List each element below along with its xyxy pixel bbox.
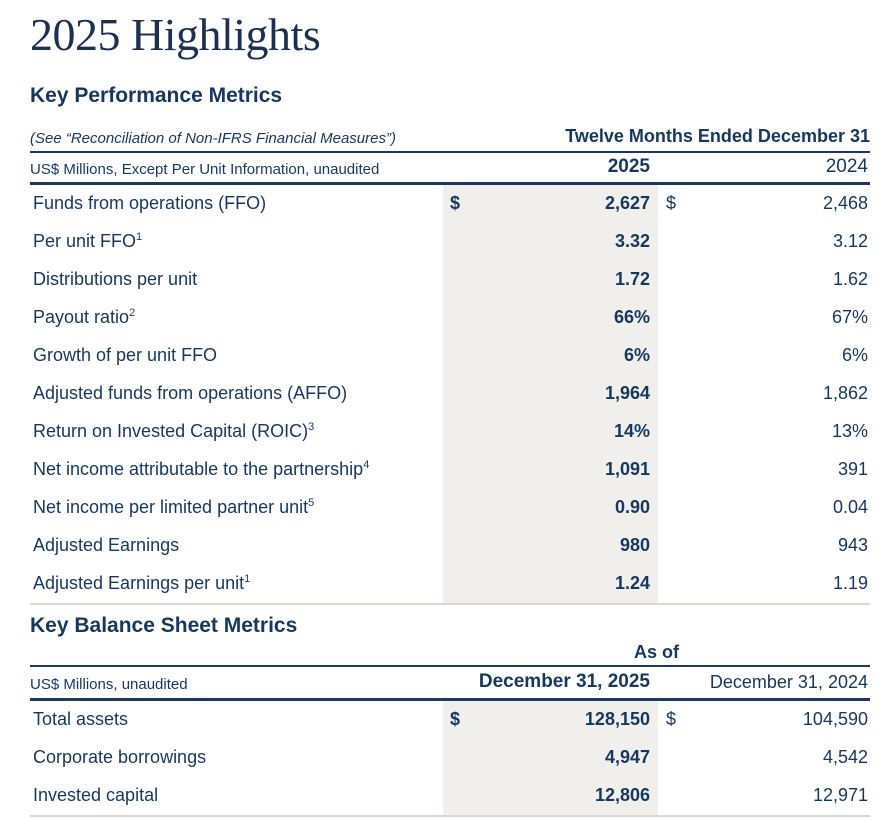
metric-label: Net income attributable to the partnersh… (33, 459, 370, 480)
metric-label: Invested capital (33, 785, 159, 806)
value-2025: 1,964 (443, 374, 658, 413)
value-2024: 1.19 (832, 573, 868, 594)
table-row: Total assets $128,150 $104,590 (30, 700, 870, 739)
currency-symbol: $ (666, 709, 677, 730)
value-2025: $128,150 (443, 700, 658, 739)
metric-label: Funds from operations (FFO) (33, 193, 267, 214)
metric-label: Net income per limited partner unit5 (33, 497, 315, 518)
value-2025: 0.90 (443, 488, 658, 527)
table-row: Return on Invested Capital (ROIC)3 14% 1… (30, 412, 870, 451)
table-header-row: (See “Reconciliation of Non-IFRS Financi… (30, 125, 870, 153)
metric-label: Total assets (33, 709, 129, 730)
report-page: 2025 Highlights Key Performance Metrics … (0, 9, 880, 817)
value-2025: 14% (443, 412, 658, 451)
table-row: Growth of per unit FFO 6% 6% (30, 336, 870, 375)
currency-symbol: $ (666, 193, 677, 214)
value-2024: $104,590 (666, 709, 868, 730)
currency-symbol: $ (450, 709, 461, 730)
column-header-2025: 2025 (607, 155, 650, 177)
value-2025: 12,806 (443, 776, 658, 815)
table-subheader-row: US$ Millions, unaudited December 31, 202… (30, 667, 870, 701)
table-row: Payout ratio2 66% 67% (30, 298, 870, 337)
table-row: Corporate borrowings 4,947 4,542 (30, 738, 870, 777)
table-row: Adjusted Earnings 980 943 (30, 526, 870, 565)
metric-label: Adjusted Earnings (33, 535, 180, 556)
reconciliation-note: (See “Reconciliation of Non-IFRS Financi… (30, 129, 396, 147)
units-note: US$ Millions, Except Per Unit Informatio… (30, 160, 380, 178)
as-of-column-header: As of (634, 641, 679, 662)
currency-symbol: $ (450, 193, 461, 214)
value-2025: 1.24 (443, 564, 658, 603)
column-header-dec-31-2024: December 31, 2024 (709, 671, 868, 692)
value-2024: 12,971 (812, 785, 868, 806)
key-performance-metrics-table: (See “Reconciliation of Non-IFRS Financi… (30, 125, 870, 605)
period-column-header: Twelve Months Ended December 31 (565, 125, 870, 146)
value-2025: 1,091 (443, 450, 658, 489)
metric-label: Growth of per unit FFO (33, 345, 218, 366)
metric-label: Adjusted Earnings per unit1 (33, 573, 251, 594)
value-2025: $2,627 (443, 184, 658, 223)
metric-label: Distributions per unit (33, 269, 198, 290)
column-header-2024: 2024 (825, 155, 868, 177)
value-2025: 66% (443, 298, 658, 337)
metric-label: Adjusted funds from operations (AFFO) (33, 383, 348, 404)
section-heading-key-performance-metrics: Key Performance Metrics (30, 83, 283, 107)
value-2025: 1.72 (443, 260, 658, 299)
key-balance-sheet-metrics-table: Key Balance Sheet Metrics As of US$ Mill… (30, 605, 870, 817)
value-2024: 67% (831, 307, 868, 328)
value-2024: 3.12 (832, 231, 868, 252)
value-2024: 6% (841, 345, 868, 366)
units-note: US$ Millions, unaudited (30, 675, 188, 693)
table-row: Funds from operations (FFO) $2,627 $2,46… (30, 184, 870, 223)
metric-label: Corporate borrowings (33, 747, 207, 768)
table-body: Funds from operations (FFO) $2,627 $2,46… (30, 184, 870, 605)
value-2025: 3.32 (443, 222, 658, 261)
metric-label: Payout ratio2 (33, 307, 136, 328)
table-row: Distributions per unit 1.72 1.62 (30, 260, 870, 299)
section-heading-key-balance-sheet-metrics: Key Balance Sheet Metrics (30, 613, 298, 637)
table-row: Net income per limited partner unit5 0.9… (30, 488, 870, 527)
table-row: Adjusted funds from operations (AFFO) 1,… (30, 374, 870, 413)
value-2024: 1.62 (832, 269, 868, 290)
value-2024: 1,862 (822, 383, 868, 404)
value-2024: 4,542 (822, 747, 868, 768)
table-body: Total assets $128,150 $104,590 Corporate… (30, 700, 870, 817)
value-2024: 0.04 (832, 497, 868, 518)
value-2024: 943 (837, 535, 868, 556)
table-header-row: Key Balance Sheet Metrics As of (30, 605, 870, 667)
value-2024: $2,468 (666, 193, 868, 214)
value-2025: 4,947 (443, 738, 658, 777)
metric-label: Return on Invested Capital (ROIC)3 (33, 421, 315, 442)
value-2024: 13% (831, 421, 868, 442)
table-row: Per unit FFO1 3.32 3.12 (30, 222, 870, 261)
metric-label: Per unit FFO1 (33, 231, 143, 252)
value-2024: 391 (837, 459, 868, 480)
table-row: Net income attributable to the partnersh… (30, 450, 870, 489)
column-header-dec-31-2025: December 31, 2025 (478, 670, 650, 692)
table-row: Invested capital 12,806 12,971 (30, 776, 870, 815)
value-2025: 6% (443, 336, 658, 375)
table-subheader-row: US$ Millions, Except Per Unit Informatio… (30, 153, 870, 185)
value-2025: 980 (443, 526, 658, 565)
page-title: 2025 Highlights (30, 9, 321, 60)
table-row: Adjusted Earnings per unit1 1.24 1.19 (30, 564, 870, 603)
